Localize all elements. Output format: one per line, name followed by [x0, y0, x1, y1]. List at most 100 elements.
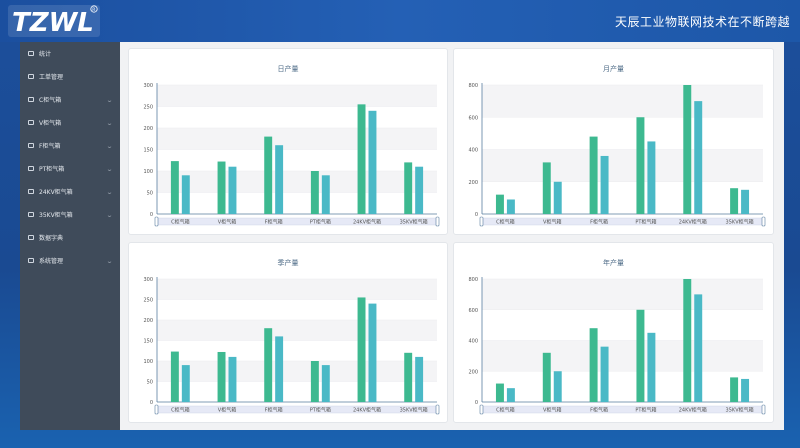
bar-series-2: [275, 336, 284, 402]
cabinet-icon: [28, 212, 34, 217]
zoom-slider-handle-left[interactable]: [479, 216, 484, 227]
bar-series-1: [683, 85, 692, 214]
cabinet-icon: [28, 189, 34, 194]
bar-series-2: [181, 175, 190, 214]
bar-series-2: [506, 388, 515, 402]
y-tick-label: 200: [143, 126, 153, 132]
zoom-slider-handle-left[interactable]: [154, 216, 159, 227]
zoom-slider-handle-right[interactable]: [435, 216, 440, 227]
y-tick-label: 300: [143, 83, 153, 89]
daily-output-panel: 日产量 0 50 100 150 200 250 300 C柜气箱 V柜气箱 F柜气箱 PT柜气箱 2…: [128, 48, 448, 235]
zoom-slider-band: [481, 217, 764, 226]
x-tick-label: F柜气箱: [265, 407, 283, 414]
dictionary-icon: [28, 235, 34, 240]
grid-band: [157, 171, 437, 193]
workorder-icon: [28, 74, 34, 79]
y-tick-label: 200: [143, 318, 153, 324]
x-tick-label: C柜气箱: [171, 219, 190, 226]
x-tick-label: PT柜气箱: [635, 407, 656, 414]
bar-series-1: [495, 194, 504, 214]
yearly-output-panel: 年产量 0 200 400 600 800 C柜气箱 V柜气箱 F柜气箱 PT柜气箱 24KV柜气…: [453, 242, 774, 423]
bar-series-1: [542, 352, 551, 402]
sidebar-item-24kv-cabinet[interactable]: 24KV柜气箱 ⌄: [20, 180, 120, 203]
bar-series-2: [647, 141, 656, 214]
x-tick-label: V柜气箱: [543, 219, 561, 226]
x-tick-label: PT柜气箱: [635, 219, 656, 226]
bar-series-1: [170, 351, 179, 402]
bar-series-2: [647, 332, 656, 402]
chart-title: 月产量: [603, 65, 624, 73]
y-tick-label: 200: [468, 180, 478, 186]
sidebar-item-system[interactable]: 系统管理 ⌄: [20, 249, 120, 272]
settings-icon: [28, 258, 34, 263]
grid-band: [157, 361, 437, 382]
sidebar-item-label: F柜气箱: [39, 143, 61, 150]
grid-band: [482, 340, 763, 372]
header-slogan: 天辰工业物联网技术在不断跨越: [614, 15, 790, 29]
grid-band: [157, 128, 437, 150]
monthly-output-chart: 0 200 400 600 800 C柜气箱 V柜气箱 F柜气箱 PT柜气箱 24KV柜气箱 35K…: [468, 83, 766, 227]
bar-series-1: [730, 377, 739, 402]
grid-band: [157, 85, 437, 107]
bar-series-1: [404, 352, 413, 402]
zoom-slider-band: [156, 405, 438, 414]
y-tick-label: 0: [150, 212, 153, 218]
grid-band: [157, 320, 437, 341]
x-tick-label: V柜气箱: [218, 407, 236, 414]
zoom-slider-handle-left[interactable]: [479, 404, 484, 415]
bar-series-2: [321, 365, 330, 402]
app-header: TZWL R 天辰工业物联网技术在不断跨越: [0, 0, 800, 42]
sidebar-item-workorders[interactable]: 工单管理: [20, 65, 120, 88]
sidebar-item-label: PT柜气箱: [39, 166, 65, 173]
x-tick-label: V柜气箱: [218, 219, 236, 226]
x-tick-label: V柜气箱: [543, 407, 561, 414]
sidebar-nav: 统计 工单管理 C柜气箱 ⌄ V柜气箱 ⌄ F柜气箱 ⌄ PT柜气箱 ⌄ 24KV柜气箱…: [20, 42, 120, 430]
zoom-slider-handle-right[interactable]: [761, 216, 766, 227]
sidebar-item-35kv-cabinet[interactable]: 35KV柜气箱 ⌄: [20, 203, 120, 226]
y-tick-label: 0: [150, 400, 153, 406]
y-tick-label: 400: [468, 339, 478, 345]
sidebar-item-f-cabinet[interactable]: F柜气箱 ⌄: [20, 134, 120, 157]
x-tick-label: 24KV柜气箱: [353, 407, 381, 414]
x-tick-label: C柜气箱: [171, 407, 190, 414]
yearly-output-chart: 0 200 400 600 800 C柜气箱 V柜气箱 F柜气箱 PT柜气箱 24KV柜气箱 35K…: [468, 277, 766, 415]
y-tick-label: 150: [143, 148, 153, 154]
x-tick-label: F柜气箱: [265, 219, 283, 226]
bar-series-2: [553, 371, 562, 402]
sidebar-item-pt-cabinet[interactable]: PT柜气箱 ⌄: [20, 157, 120, 180]
bar-series-1: [264, 328, 273, 402]
quarterly-output-chart: 0 50 100 150 200 250 300 C柜气箱 V柜气箱 F柜气箱 PT柜气箱 24KV柜…: [143, 277, 440, 415]
bar-series-2: [741, 378, 750, 402]
bar-series-1: [589, 136, 598, 214]
y-tick-label: 300: [143, 277, 153, 283]
chart-title: 日产量: [277, 65, 299, 73]
chart-title: 季产量: [277, 259, 299, 267]
chevron-down-icon: ⌄: [105, 258, 114, 265]
sidebar-item-label: 统计: [39, 51, 52, 58]
zoom-slider-handle-right[interactable]: [761, 404, 766, 415]
cabinet-icon: [28, 120, 34, 125]
sidebar-item-dictionary[interactable]: 数据字典: [20, 226, 120, 249]
chevron-down-icon: ⌄: [105, 166, 114, 173]
bar-series-2: [415, 166, 424, 214]
sidebar-item-stats[interactable]: 统计: [20, 42, 120, 65]
chevron-down-icon: ⌄: [105, 189, 114, 196]
sidebar-item-label: 35KV柜气箱: [39, 212, 73, 219]
x-tick-label: 24KV柜气箱: [679, 219, 707, 226]
quarterly-output-panel: 季产量 0 50 100 150 200 250 300 C柜气箱 V柜气箱 F柜气箱 PT柜气箱 2…: [128, 242, 448, 423]
zoom-slider-handle-left[interactable]: [154, 404, 159, 415]
dashboard-icon: [28, 51, 34, 56]
bar-series-2: [275, 145, 284, 214]
y-tick-label: 600: [468, 308, 478, 314]
cabinet-icon: [28, 97, 34, 102]
zoom-slider-handle-right[interactable]: [435, 404, 440, 415]
sidebar-item-label: 24KV柜气箱: [39, 189, 73, 196]
bar-series-1: [170, 161, 179, 214]
sidebar-item-v-cabinet[interactable]: V柜气箱 ⌄: [20, 111, 120, 134]
sidebar-item-c-cabinet[interactable]: C柜气箱 ⌄: [20, 88, 120, 111]
bar-series-1: [310, 171, 319, 214]
bar-series-2: [506, 199, 515, 214]
bar-series-1: [683, 279, 692, 402]
bar-series-2: [368, 110, 377, 214]
y-tick-label: 250: [143, 298, 153, 304]
